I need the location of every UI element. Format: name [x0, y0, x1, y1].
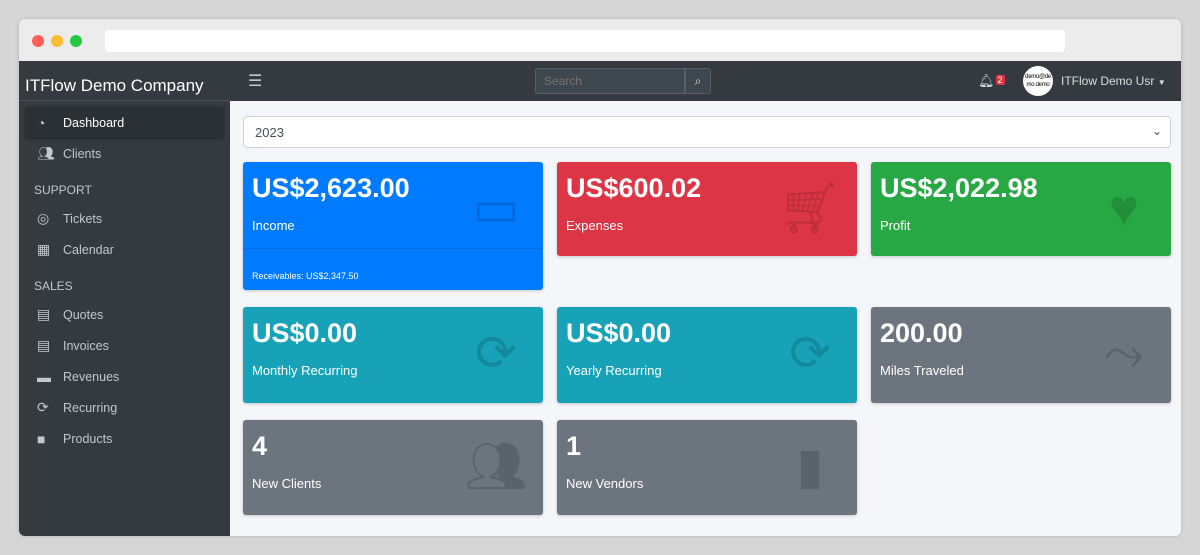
heart-icon: ♥: [1109, 180, 1139, 236]
sidebar-item-invoices[interactable]: ▤ Invoices: [25, 330, 224, 361]
sidebar-item-dashboard[interactable]: ◔ Dashboard: [25, 107, 224, 138]
sidebar-item-label: Products: [63, 431, 113, 446]
user-menu[interactable]: ITFlow Demo Usr ▼: [1061, 74, 1166, 88]
avatar[interactable]: demo@demo demo: [1023, 66, 1053, 96]
stat-card-miles-traveled[interactable]: ⤳ 200.00 Miles Traveled: [871, 307, 1171, 403]
credit-card-icon: ▭: [472, 180, 520, 236]
card-label: Expenses: [566, 218, 624, 233]
year-value: 2023: [255, 125, 284, 140]
card-value: US$0.00: [566, 318, 672, 348]
user-name: ITFlow Demo Usr: [1061, 74, 1155, 88]
card-value: 200.00: [880, 318, 963, 348]
sidebar-item-label: Quotes: [63, 307, 104, 322]
card-footer: Receivables: US$2,347.50: [243, 248, 543, 281]
nav-header-support: SUPPORT: [34, 183, 92, 197]
sidebar-item-label: Clients: [63, 146, 102, 161]
card-label: Miles Traveled: [880, 363, 964, 378]
notifications-button[interactable]: 🔔︎ 2: [978, 73, 1005, 89]
menu-toggle-icon[interactable]: ☰: [248, 73, 263, 90]
sidebar-item-label: Dashboard: [63, 115, 125, 130]
users-icon: 👥︎: [464, 438, 528, 494]
calendar-icon: ▦: [37, 241, 51, 257]
top-navbar: ☰ ⌕ 🔔︎2 demo@demo demo ITFlow Demo Usr ▼: [230, 61, 1181, 101]
card-value: 1: [566, 431, 582, 461]
stat-card-profit[interactable]: ♥ US$2,022.98 Profit: [871, 162, 1171, 256]
notification-badge: 2: [995, 75, 1005, 85]
sidebar-item-revenues[interactable]: ▬ Revenues: [25, 361, 224, 392]
sidebar-item-tickets[interactable]: ◎ Tickets: [25, 203, 224, 234]
address-bar[interactable]: [105, 30, 1065, 52]
sidebar-item-label: Calendar: [63, 242, 114, 257]
caret-down-icon: ▼: [1157, 78, 1166, 87]
sidebar-item-quotes[interactable]: ▤ Quotes: [25, 299, 224, 330]
sidebar-item-label: Recurring: [63, 400, 118, 415]
credit-card-icon: ▬: [37, 368, 51, 385]
chevron-down-icon: ⌄: [1151, 124, 1162, 138]
sidebar-item-recurring[interactable]: ⟳ Recurring: [25, 392, 224, 423]
sidebar-item-label: Tickets: [63, 211, 103, 226]
bell-icon: 🔔︎: [978, 73, 995, 88]
sync-icon: ⟳: [37, 399, 49, 415]
stat-card-new-vendors[interactable]: ▮ 1 New Vendors: [557, 420, 857, 515]
tachometer-icon: ◔: [37, 114, 46, 131]
sidebar-item-clients[interactable]: 👥︎ Clients: [25, 138, 224, 169]
search-input[interactable]: [535, 68, 685, 94]
card-label: Income: [252, 218, 295, 233]
card-label: Profit: [880, 218, 911, 233]
brand-link[interactable]: ITFlow Demo Company: [19, 61, 230, 101]
card-label: New Vendors: [566, 476, 644, 491]
browser-window: ITFlow Demo Company ◔ Dashboard 👥︎ Clients…: [19, 19, 1181, 536]
card-label: Monthly Recurring: [252, 363, 358, 378]
box-icon: ■: [37, 430, 46, 447]
sidebar: ITFlow Demo Company ◔ Dashboard 👥︎ Clients…: [19, 61, 230, 536]
card-value: US$600.02: [566, 173, 702, 203]
stat-card-monthly-recurring[interactable]: ⟳ US$0.00 Monthly Recurring: [243, 307, 543, 403]
card-label: Yearly Recurring: [566, 363, 662, 378]
sidebar-item-products[interactable]: ■ Products: [25, 423, 224, 454]
maximize-window-button[interactable]: [70, 35, 82, 47]
stat-card-yearly-recurring[interactable]: ⟳ US$0.00 Yearly Recurring: [557, 307, 857, 403]
shopping-cart-icon: 🛒︎: [778, 180, 842, 236]
sidebar-item-label: Revenues: [63, 369, 120, 384]
sync-icon: ⟳: [475, 325, 517, 381]
search-button[interactable]: ⌕: [685, 68, 711, 94]
nav-header-sales: SALES: [34, 279, 73, 293]
users-icon: 👥︎: [37, 145, 55, 161]
sidebar-item-calendar[interactable]: ▦ Calendar: [25, 234, 224, 265]
life-ring-icon: ◎: [37, 210, 50, 226]
card-value: US$2,623.00: [252, 173, 410, 203]
invoice-icon: ▤: [37, 337, 51, 353]
search-icon: ⌕: [694, 73, 702, 88]
card-value: US$2,022.98: [880, 173, 1038, 203]
year-select[interactable]: 2023 ⌄: [243, 116, 1171, 148]
search-form: ⌕: [535, 68, 711, 94]
sidebar-item-label: Invoices: [63, 338, 109, 353]
building-icon: ▮: [796, 438, 824, 494]
close-window-button[interactable]: [32, 35, 44, 47]
stat-card-expenses[interactable]: 🛒︎ US$600.02 Expenses: [557, 162, 857, 256]
sync-icon: ⟳: [789, 325, 831, 381]
card-value: US$0.00: [252, 318, 358, 348]
stat-card-new-clients[interactable]: 👥︎ 4 New Clients: [243, 420, 543, 515]
route-icon: ⤳: [1104, 325, 1144, 381]
card-label: New Clients: [252, 476, 322, 491]
stat-card-income[interactable]: ▭ US$2,623.00 Income Receivables: US$2,34…: [243, 162, 543, 290]
minimize-window-button[interactable]: [51, 35, 63, 47]
browser-titlebar: [19, 19, 1181, 61]
card-value: 4: [252, 431, 268, 461]
file-icon: ▤: [37, 306, 51, 322]
